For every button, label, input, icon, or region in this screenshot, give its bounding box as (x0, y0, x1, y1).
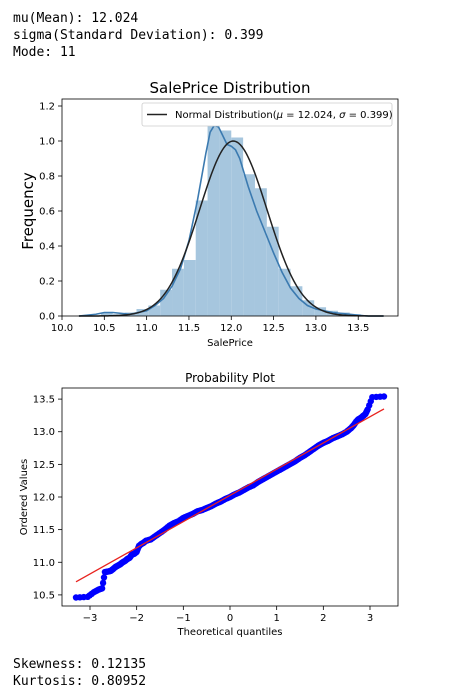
dist-y-tick-label: 1.2 (39, 102, 55, 113)
dist-x-tick-label: 13.0 (305, 323, 327, 334)
qq-x-axis-label: Theoretical quantiles (176, 627, 282, 638)
histogram-bar (243, 174, 255, 316)
qq-point (80, 593, 87, 601)
dist-y-ticks: 0.0 0.2 0.4 0.6 0.8 1.0 1.2 (39, 102, 62, 323)
normal-fit-curve (78, 140, 384, 317)
qq-y-tick-label: 11.0 (33, 558, 55, 569)
legend-label: Normal Distribution(μ = 12.024, σ = 0.39… (175, 110, 393, 121)
qq-y-ticks: 10.5 11.0 11.5 12.0 12.5 13.0 13.5 (33, 395, 62, 601)
dist-legend: Normal Distribution(μ = 12.024, σ = 0.39… (141, 102, 393, 127)
sigma-value: 0.399 (224, 28, 264, 43)
dist-x-tick-label: 10.5 (93, 323, 115, 334)
histogram-bar (219, 130, 232, 316)
qq-x-tick-label: 3 (367, 613, 373, 624)
histogram-bar (160, 289, 173, 316)
legend-prefix: Normal Distribution( (175, 110, 277, 121)
qq-point (376, 393, 384, 400)
qq-x-tick-label: 1 (273, 613, 279, 624)
histogram-bar (231, 137, 244, 316)
histogram-bar (290, 286, 303, 316)
qq-point (367, 398, 374, 405)
histogram-bar (266, 226, 279, 316)
qq-point (100, 574, 108, 581)
qq-x-tick-label: −2 (129, 613, 144, 624)
qq-point (97, 585, 105, 593)
histogram-bars (100, 125, 361, 316)
qq-y-tick-label: 12.0 (33, 493, 55, 504)
qq-points (72, 393, 388, 601)
dist-plot-frame (61, 98, 399, 317)
qq-x-tick-label: −1 (176, 613, 191, 624)
histogram-bar (100, 312, 113, 316)
dist-x-tick-label: 11.0 (136, 323, 158, 334)
probability-plot-chart: Probability Plot −3 −2 −1 0 1 2 3 10.5 11.0 11.5… (19, 371, 399, 638)
mean-label: mu(Mean): (13, 11, 84, 26)
histogram-bar (148, 305, 161, 316)
dist-y-tick-label: 0.2 (39, 277, 55, 288)
dist-x-tick-label: 12.5 (262, 323, 284, 334)
qq-y-axis-label: Ordered Values (19, 459, 30, 536)
legend-mu-value: = 12.024, (283, 110, 339, 121)
dist-y-tick-label: 0.0 (39, 312, 55, 323)
dist-y-tick-label: 0.4 (39, 242, 55, 253)
dist-x-tick-label: 13.5 (347, 323, 369, 334)
kurtosis-stat: Kurtosis: 0.80952 (13, 673, 146, 690)
legend-box (141, 102, 393, 127)
histogram-bar (183, 260, 196, 316)
qq-chart-title: Probability Plot (185, 371, 275, 385)
qq-y-tick-label: 11.5 (33, 525, 55, 536)
dist-y-axis-label: Frequency (19, 172, 37, 250)
dist-y-tick-label: 1.0 (39, 137, 55, 148)
saleprice-distribution-chart: SalePrice Distribution 10.0 10.5 11.0 11.5 1… (19, 79, 399, 349)
qq-x-tick-label: 0 (227, 613, 233, 624)
histogram-bar (254, 188, 267, 316)
qq-x-tick-label: −3 (83, 613, 98, 624)
histogram-bar (136, 309, 149, 316)
qq-y-tick-label: 13.0 (33, 427, 55, 438)
qq-y-tick-label: 12.5 (33, 460, 55, 471)
dist-x-tick-label: 10.0 (51, 323, 73, 334)
dist-chart-title: SalePrice Distribution (150, 79, 311, 97)
legend-sigma-symbol: σ (339, 110, 346, 121)
histogram-bar (302, 300, 315, 316)
skewness-value: 0.12135 (91, 657, 147, 672)
dist-x-ticks: 10.0 10.5 11.0 11.5 12.0 12.5 13.0 13.5 (51, 316, 369, 334)
mean-value: 12.024 (91, 11, 139, 26)
dist-x-tick-label: 11.5 (178, 323, 200, 334)
qq-y-tick-label: 13.5 (33, 395, 55, 406)
mode-label: Mode: (13, 45, 53, 60)
mode-stat: Mode: 11 (13, 44, 263, 61)
qq-y-tick-label: 10.5 (33, 590, 55, 601)
skewness-stat: Skewness: 0.12135 (13, 656, 146, 673)
dist-y-tick-label: 0.6 (39, 207, 55, 218)
dist-y-tick-label: 0.8 (39, 172, 55, 183)
histogram-bar (278, 268, 291, 316)
kurtosis-label: Kurtosis: (13, 674, 84, 689)
dist-x-tick-label: 12.0 (220, 323, 242, 334)
qq-point (99, 579, 107, 587)
mean-stat: mu(Mean): 12.024 (13, 10, 263, 27)
sigma-stat: sigma(Standard Deviation): 0.399 (13, 27, 263, 44)
qq-point (363, 407, 371, 415)
qq-fit-line (75, 408, 385, 583)
qq-x-tick-label: 2 (320, 613, 326, 624)
skewness-label: Skewness: (13, 657, 84, 672)
mode-value: 11 (59, 45, 76, 60)
sigma-label: sigma(Standard Deviation): (13, 28, 217, 43)
legend-sigma-value: = 0.399) (345, 110, 392, 121)
qq-x-ticks: −3 −2 −1 0 1 2 3 (83, 606, 373, 624)
dist-x-axis-label: SalePrice (207, 338, 253, 349)
histogram-bar (195, 200, 208, 316)
summary-stats-top: mu(Mean): 12.024 sigma(Standard Deviatio… (13, 10, 263, 61)
summary-stats-bottom: Skewness: 0.12135 Kurtosis: 0.80952 (13, 656, 146, 690)
legend-mu-symbol: μ (276, 110, 283, 121)
histogram-bar (314, 307, 327, 316)
histogram-bar (172, 268, 184, 316)
kurtosis-value: 0.80952 (91, 674, 147, 689)
histogram-bar (207, 125, 220, 316)
